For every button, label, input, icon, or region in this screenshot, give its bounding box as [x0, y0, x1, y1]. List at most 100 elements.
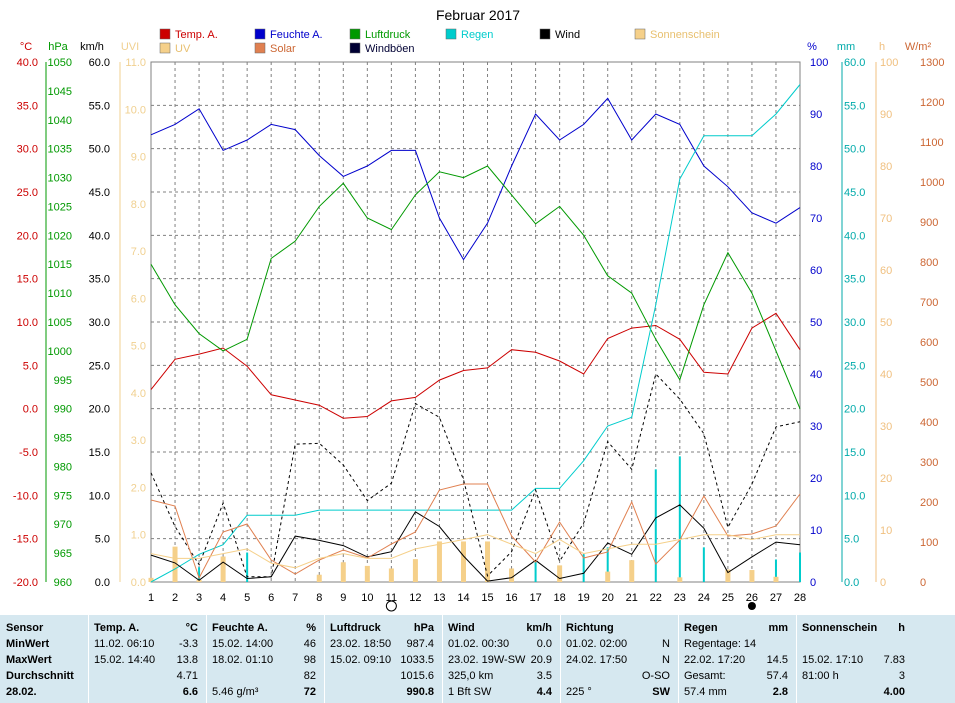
- temp-max-time: 15.02. 14:40: [94, 654, 156, 666]
- bar-sonnenschein: [340, 562, 346, 582]
- axis-tick-label: 60: [880, 265, 892, 277]
- legend-label: Feuchte A.: [270, 29, 323, 41]
- row-label-max: MaxWert: [6, 654, 52, 666]
- axis-tick-label: 40: [810, 369, 822, 381]
- bar-sonnenschein: [725, 569, 731, 582]
- bar-sonnenschein: [148, 577, 154, 582]
- pressure-title: Luftdruck: [330, 622, 381, 634]
- chart-title: Februar 2017: [436, 7, 520, 23]
- axis-tick-label: 1000: [920, 177, 944, 189]
- temp-max: 13.8: [176, 654, 198, 666]
- axis-tick-label: 25.0: [844, 360, 865, 372]
- rain-total-label: Gesamt:: [684, 670, 726, 682]
- direction-avg: O-SO: [641, 670, 670, 682]
- row-label-today: 28.02.: [6, 686, 37, 698]
- sun-max: 7.83: [883, 654, 905, 666]
- axis-tick-label: 40.0: [89, 230, 110, 242]
- direction-title: Richtung: [566, 622, 614, 634]
- table-col-humidity: Feuchte A. % 15.02. 14:00 46 18.02. 01:1…: [206, 615, 325, 703]
- bar-series: [148, 456, 801, 582]
- x-tick-label: 15: [481, 592, 493, 604]
- bar-sonnenschein: [773, 576, 779, 582]
- axis-tick-label: -5.0: [19, 447, 38, 459]
- axis-tick-label: 975: [54, 490, 72, 502]
- axis-tick-label: 0.0: [23, 404, 38, 416]
- bar-regen-tag-: [198, 567, 201, 582]
- x-tick-label: 9: [340, 592, 346, 604]
- bar-sonnenschein: [388, 568, 394, 582]
- sun-unit: h: [898, 622, 905, 634]
- table-col-sun: Sonnenschein h 15.02. 17:10 7.83 81:00 h…: [796, 615, 955, 703]
- axis-tick-label: 55.0: [89, 100, 110, 112]
- series-line-feuchte-a-: [150, 97, 801, 261]
- axis-unit-label: hPa: [48, 41, 68, 53]
- legend-swatch: [159, 28, 171, 40]
- direction-today: SW: [652, 686, 670, 698]
- pressure-max-time: 15.02. 09:10: [330, 654, 392, 666]
- axis-tick-label: 7.0: [131, 246, 146, 258]
- axis-tick-label: 5.0: [23, 360, 38, 372]
- axis-tick-label: 0.0: [844, 577, 859, 589]
- bar-sonnenschein: [485, 541, 491, 582]
- temp-min: -3.3: [179, 638, 198, 650]
- x-tick-label: 4: [220, 592, 226, 604]
- moon-phase-markers: [385, 600, 756, 612]
- humidity-avg: 82: [303, 670, 316, 682]
- axis-tick-label: 30: [810, 421, 822, 433]
- sun-today: 4.00: [883, 686, 905, 698]
- row-label-sensor: Sensor: [6, 622, 44, 634]
- x-tick-label: 7: [292, 592, 298, 604]
- wind-avg: 3.5: [536, 670, 552, 682]
- axis-tick-label: 5.0: [131, 341, 146, 353]
- axis-unit-label: h: [879, 41, 885, 53]
- sun-total: 81:00 h: [802, 670, 839, 682]
- x-tick-label: 18: [554, 592, 566, 604]
- sun-title: Sonnenschein: [802, 622, 878, 634]
- row-label-min: MinWert: [6, 638, 50, 650]
- axis-tick-label: 40: [880, 369, 892, 381]
- humidity-abs: 5.46 g/m³: [212, 686, 259, 698]
- axis-tick-label: 30.0: [89, 317, 110, 329]
- humidity-max-time: 18.02. 01:10: [212, 654, 274, 666]
- x-tick-label: 28: [794, 592, 806, 604]
- axis-tick-label: 20: [810, 473, 822, 485]
- x-axis: 1 2 3 4 5 6 7 8 9 10 11 12 13 14 15 16 17 18 19 20 21 22 23 24 2…: [148, 592, 806, 604]
- series-line-windb-en: [150, 373, 801, 578]
- x-tick-label: 25: [722, 592, 734, 604]
- bar-sonnenschein: [412, 559, 418, 582]
- legend-label: UV: [175, 43, 191, 55]
- axis-tick-label: -10.0: [13, 490, 38, 502]
- axis-tick-label: 1020: [48, 230, 72, 242]
- wind-unit: km/h: [526, 622, 552, 634]
- table-col-wind: Wind km/h 01.02. 00:30 0.0 23.02. 19W-SW…: [442, 615, 561, 703]
- pressure-max: 1033.5: [400, 654, 434, 666]
- axis-tick-label: 10: [880, 525, 892, 537]
- sun-avg: 3: [898, 670, 905, 682]
- axis-tick-label: 1030: [48, 173, 72, 185]
- x-tick-label: 27: [770, 592, 782, 604]
- axis-tick-label: 1045: [48, 86, 72, 98]
- axis-tick-label: 100: [810, 57, 828, 69]
- axis-tick-label: 25.0: [89, 360, 110, 372]
- x-tick-label: 16: [505, 592, 517, 604]
- wind-bft: 1 Bft SW: [448, 686, 492, 698]
- axis-tick-label: 90: [810, 109, 822, 121]
- axis-tick-label: 200: [920, 497, 938, 509]
- axis-tick-label: 45.0: [844, 187, 865, 199]
- rain-today: 2.8: [772, 686, 788, 698]
- bar-sonnenschein: [749, 570, 755, 582]
- bar-regen-tag-: [799, 552, 801, 582]
- axis-tick-label: 995: [54, 375, 72, 387]
- x-tick-label: 8: [316, 592, 322, 604]
- axis-tick-label: 10.0: [17, 317, 38, 329]
- axis-tick-label: 20.0: [89, 404, 110, 416]
- axis-tick-label: 980: [54, 461, 72, 473]
- x-tick-label: 24: [698, 592, 710, 604]
- table-col-temp: Temp. A. °C 11.02. 06:10 -3.3 15.02. 14:…: [88, 615, 207, 703]
- x-tick-label: 19: [578, 592, 590, 604]
- axis-tick-label: 0: [810, 577, 816, 589]
- axis-tick-label: -15.0: [13, 534, 38, 546]
- temp-avg: 4.71: [176, 670, 198, 682]
- axis-tick-label: 45.0: [89, 187, 110, 199]
- legend-swatch: [159, 42, 171, 54]
